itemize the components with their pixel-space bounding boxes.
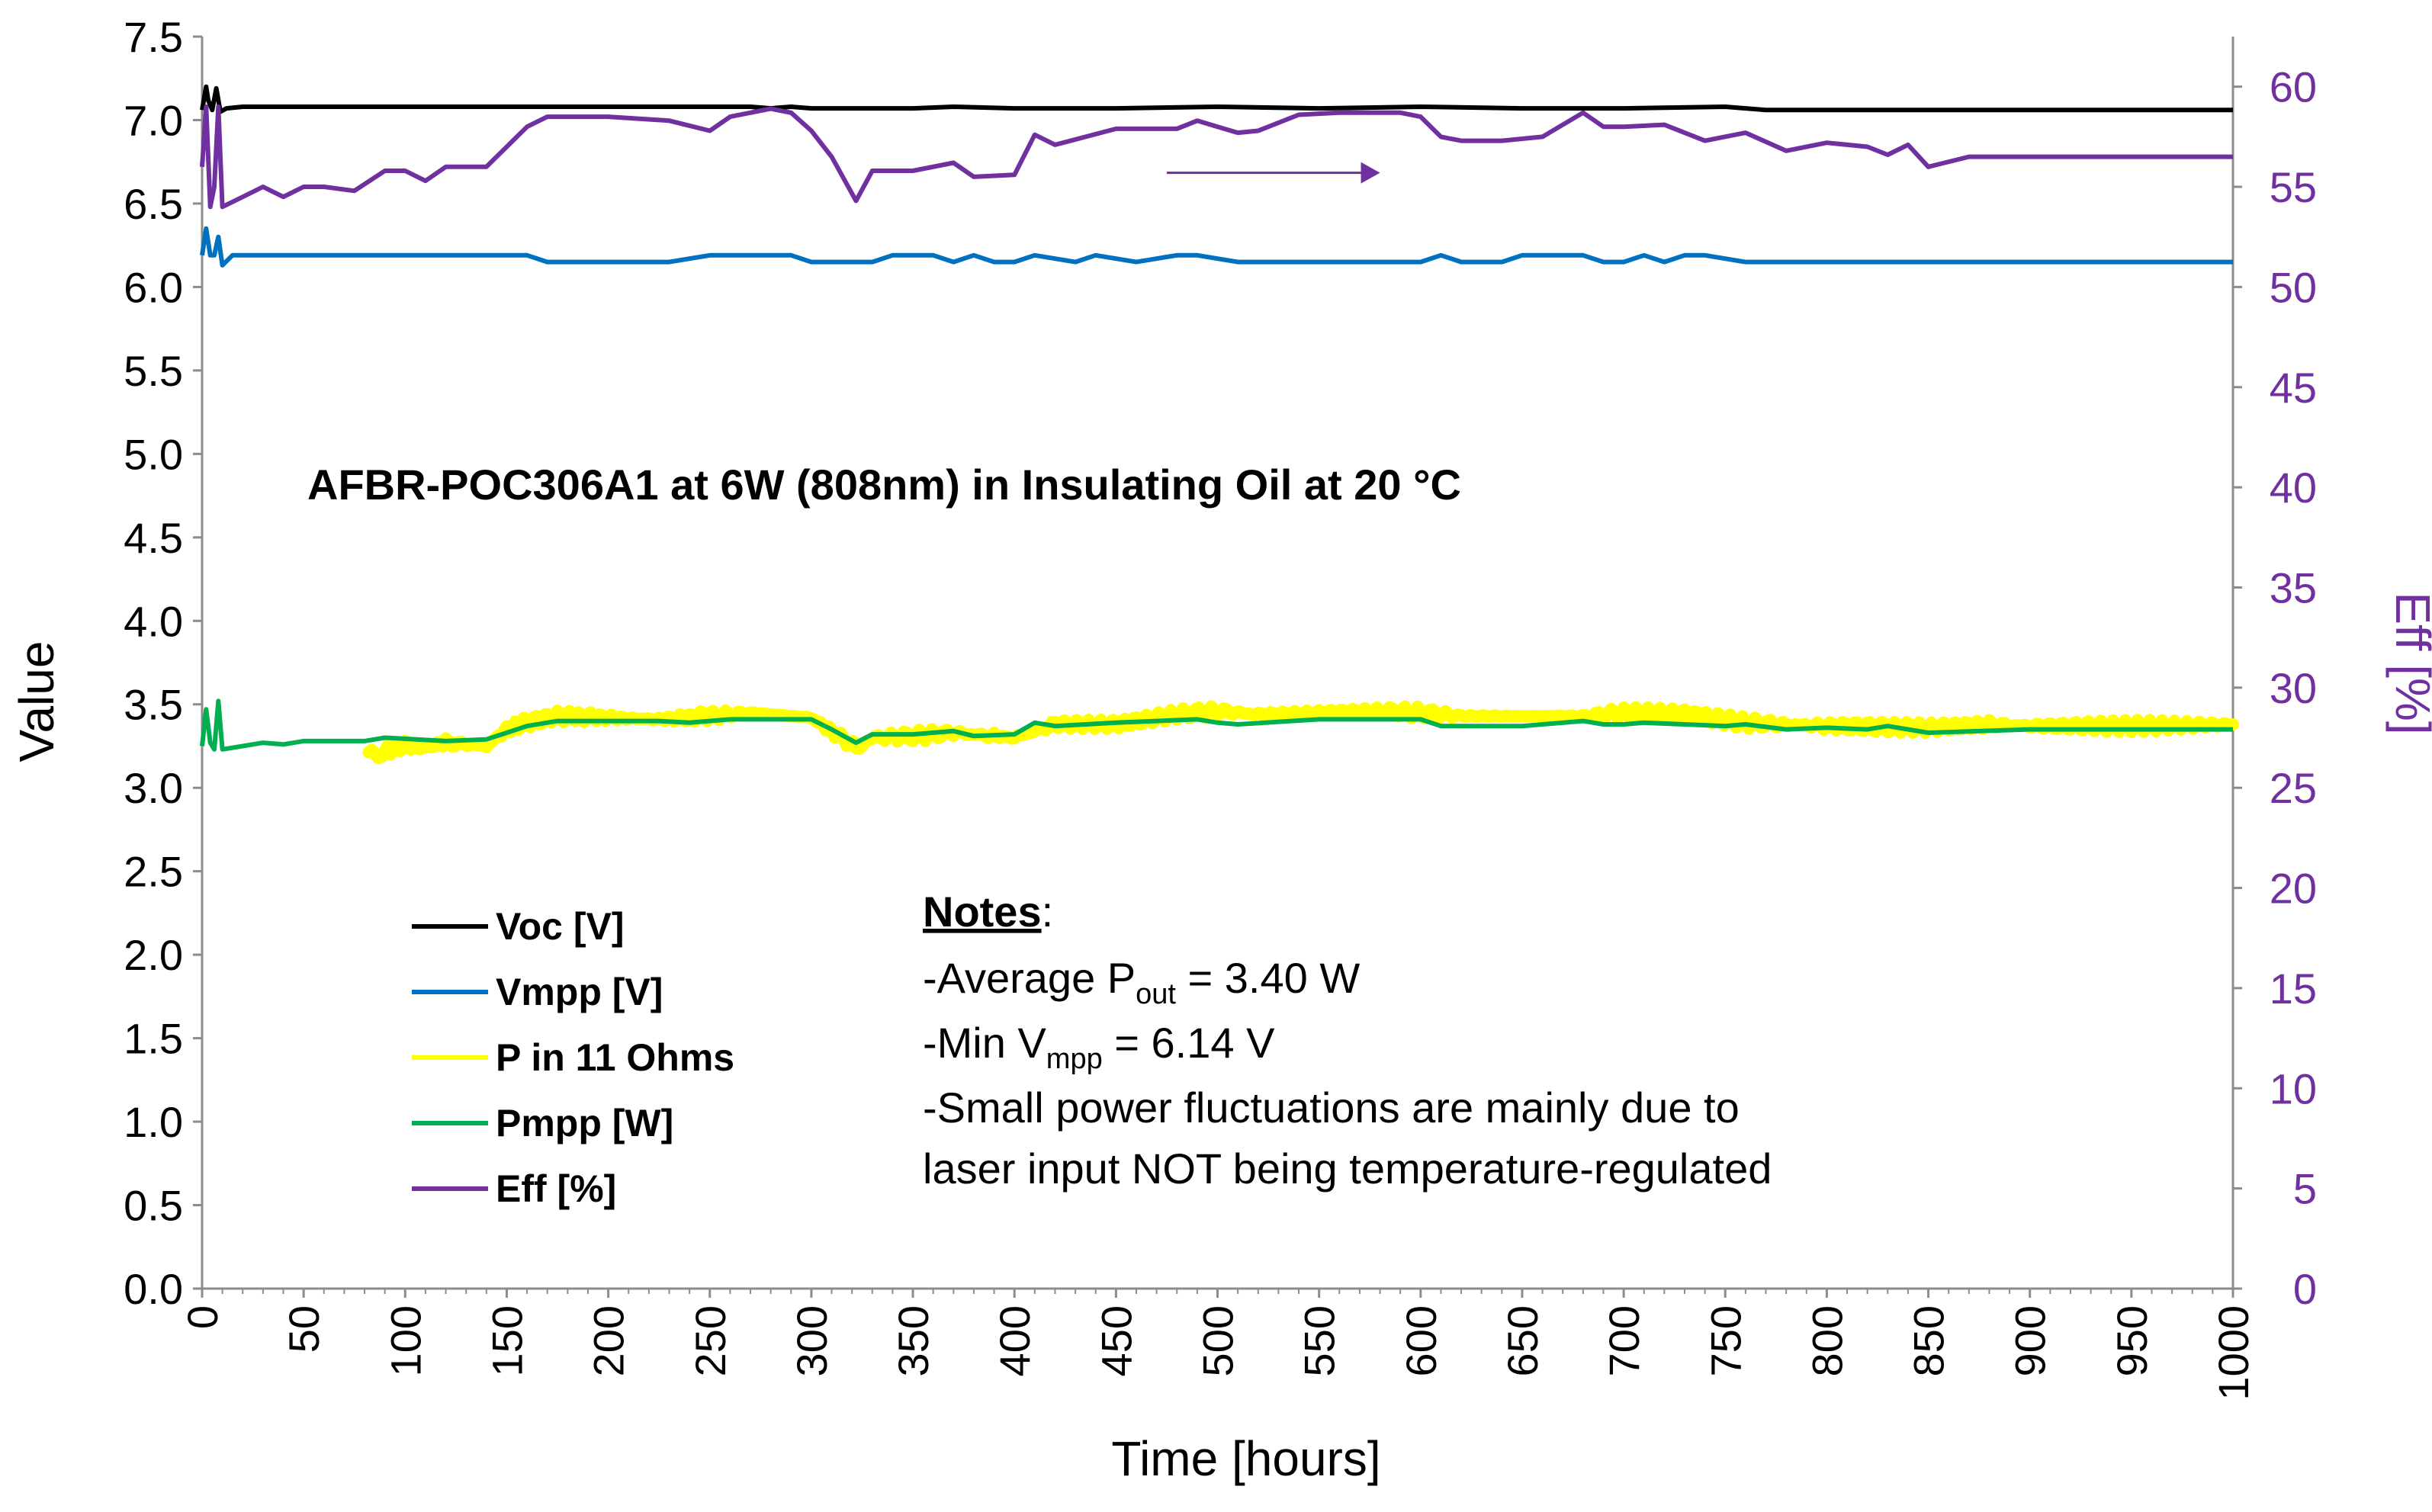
x-tick-label: 500	[1194, 1305, 1242, 1376]
y-tick-label: 1.0	[124, 1098, 183, 1146]
legend-voc-label: Voc [V]	[496, 905, 625, 948]
series-voc-line	[200, 84, 2233, 114]
x-tick-label: 800	[1803, 1305, 1851, 1376]
x-tick-label: 300	[788, 1305, 836, 1376]
notes-line-1-sub: out	[1136, 978, 1176, 1010]
notes-line-3: -Small power fluctuations are mainly due…	[923, 1083, 1740, 1132]
y-tick-label: 5.5	[124, 347, 183, 395]
y2-tick-label: 50	[2270, 263, 2317, 311]
x-tick-label: 350	[889, 1305, 937, 1376]
y-axis-title: Value	[9, 641, 64, 762]
legend-vmpp-label: Vmpp [V]	[496, 971, 663, 1013]
annotation-arrow-head	[1361, 162, 1380, 184]
x-tick-label: 100	[381, 1305, 429, 1376]
y2-tick-label: 15	[2270, 965, 2317, 1013]
x-tick-label: 850	[1905, 1305, 1953, 1376]
notes-line-2: -Min Vmpp = 6.14 V	[923, 1019, 1275, 1075]
x-tick-label: 900	[2006, 1305, 2055, 1376]
x-tick-label: 550	[1296, 1305, 1344, 1376]
chart-annotation: AFBR-POC306A1 at 6W (808nm) in Insulatin…	[307, 461, 1461, 509]
y2-tick-label: 45	[2270, 364, 2317, 412]
y2-tick-label: 55	[2270, 163, 2317, 211]
notes-line-2-suffix: = 6.14 V	[1103, 1019, 1275, 1067]
notes-line-2-sub: mpp	[1046, 1043, 1103, 1075]
y-tick-label: 2.5	[124, 848, 183, 896]
notes-heading-line: Notes:	[923, 888, 1053, 936]
legend-p11-label: P in 11 Ohms	[496, 1036, 734, 1079]
x-tick-label: 400	[991, 1305, 1039, 1376]
x-tick-label: 200	[585, 1305, 633, 1376]
y2-tick-label: 5	[2293, 1165, 2317, 1213]
y2-tick-label: 25	[2270, 764, 2317, 812]
y-tick-label: 7.0	[124, 96, 183, 144]
x-tick-label: 250	[686, 1305, 734, 1376]
legend-eff-label: Eff [%]	[496, 1167, 616, 1210]
notes-heading: Notes	[923, 888, 1042, 936]
y-tick-label: 0.5	[124, 1182, 183, 1230]
notes-heading-colon: :	[1042, 888, 1054, 936]
y2-tick-label: 30	[2270, 664, 2317, 712]
legend: Voc [V] Vmpp [V] P in 11 Ohms Pmpp [W] Eff […	[412, 905, 734, 1210]
x-tick-label: 950	[2108, 1305, 2156, 1376]
y2-tick-label: 10	[2270, 1064, 2317, 1112]
y-tick-label: 1.5	[124, 1015, 183, 1063]
y2-tick-label: 60	[2270, 63, 2317, 111]
y-tick-label: 5.0	[124, 430, 183, 478]
y-tick-label: 2.0	[124, 931, 183, 979]
y2-tick-label: 40	[2270, 464, 2317, 512]
x-tick-label: 50	[280, 1305, 328, 1353]
x-tick-label: 700	[1600, 1305, 1648, 1376]
x-tick-label: 750	[1701, 1305, 1749, 1376]
legend-pmpp-label: Pmpp [W]	[496, 1102, 673, 1144]
series-layer	[200, 84, 2239, 765]
x-tick-label: 650	[1499, 1305, 1547, 1376]
notes-line-2-prefix: -Min V	[923, 1019, 1046, 1067]
y-tick-label: 4.5	[124, 514, 183, 562]
y-tick-label: 6.5	[124, 180, 183, 228]
x-tick-label: 450	[1092, 1305, 1140, 1376]
series-p11-line	[362, 700, 2239, 765]
y-tick-label: 7.5	[124, 13, 183, 61]
y-tick-label: 0.0	[124, 1265, 183, 1313]
series-pmpp-line	[200, 698, 2233, 752]
notes-line-4: laser input NOT being temperature-regula…	[923, 1144, 1772, 1193]
y-tick-label: 3.5	[124, 681, 183, 729]
notes-line-1: -Average Pout = 3.40 W	[923, 954, 1360, 1010]
x-axis-title: Time [hours]	[1111, 1431, 1380, 1486]
series-eff-line	[200, 104, 2233, 210]
y2-axis-title: Eff [%]	[2385, 592, 2432, 734]
y-tick-label: 4.0	[124, 597, 183, 645]
notes-line-1-prefix: -Average P	[923, 954, 1136, 1002]
y-tick-label: 6.0	[124, 263, 183, 311]
ticks: 0 50 100 150 200 250 300 350 400 450 500 550 600 650 7…	[124, 13, 2317, 1401]
x-tick-label: 600	[1397, 1305, 1445, 1376]
x-tick-label: 150	[483, 1305, 531, 1376]
annotation-arrow	[1166, 162, 1380, 184]
y2-tick-label: 20	[2270, 865, 2317, 913]
y2-tick-label: 0	[2293, 1265, 2317, 1313]
notes-line-1-suffix: = 3.40 W	[1176, 954, 1360, 1002]
notes-box: Notes: -Average Pout = 3.40 W -Min Vmpp …	[923, 888, 1772, 1193]
series-vmpp-line	[200, 226, 2233, 268]
y-tick-label: 3.0	[124, 764, 183, 812]
x-tick-label: 0	[178, 1305, 226, 1329]
x-tick-label: 1000	[2209, 1305, 2257, 1401]
y2-tick-label: 35	[2270, 563, 2317, 612]
